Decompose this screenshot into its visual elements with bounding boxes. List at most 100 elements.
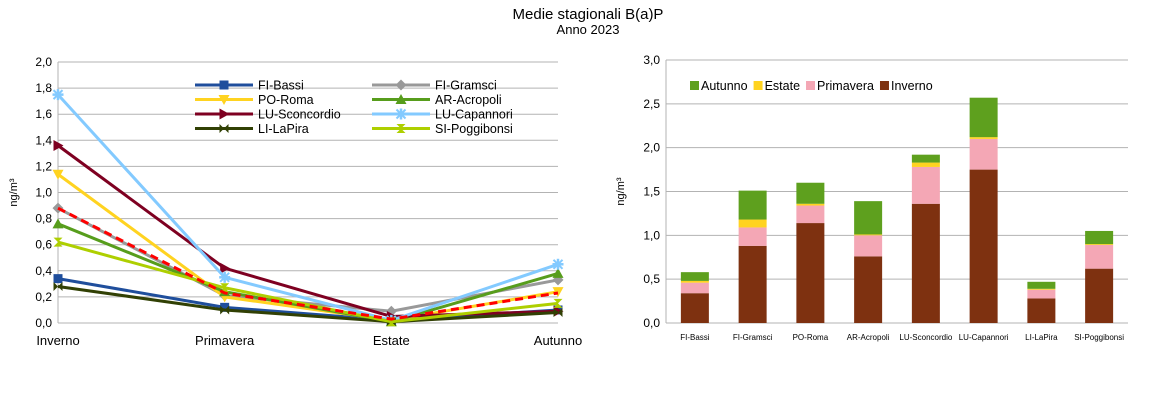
series-line-li-lapira — [57, 284, 559, 324]
ar-acropoli-point — [552, 267, 564, 278]
chart-title: Medie stagionali B(a)P — [512, 6, 664, 23]
x-tick-label-lu-capannori: LU-Capannori — [959, 333, 1009, 342]
legend-label-autunno: Autunno — [701, 79, 748, 93]
y-tick-label: 2,0 — [643, 141, 660, 155]
legend-marker-po-roma — [218, 95, 230, 105]
fi-bassi-point — [220, 302, 230, 312]
x-tick-label-autunno: Autunno — [534, 333, 582, 348]
legend-label-fi-bassi: FI-Bassi — [258, 79, 304, 93]
legend-label-primavera: Primavera — [817, 79, 874, 93]
bar-fi-bassi-inverno — [680, 293, 709, 323]
series-line-po-roma — [57, 173, 559, 322]
legend-label-lu-capannori: LU-Capannori — [435, 108, 513, 122]
bar-fi-bassi-autunno — [680, 272, 709, 281]
y-tick-label: 1,8 — [35, 81, 52, 95]
legend-marker-si-poggibonsi — [396, 124, 406, 133]
legend-swatch-inverno — [879, 81, 889, 90]
bar-li-lapira-primavera — [1027, 289, 1056, 299]
legend-marker-lu-capannori — [395, 108, 407, 120]
legend-label-inverno: Inverno — [891, 79, 933, 93]
legend-marker-fi-gramsci — [395, 79, 407, 91]
li-lapira-point — [220, 305, 230, 315]
stacked-bar-chart: 0,0 0,5 1,0 1,5 2,0 2,5 3,0 ng/m³ FI-Bassi FI-Gra… — [615, 53, 1128, 342]
x-tick-label-primavera: Primavera — [195, 333, 255, 348]
legend-label-li-lapira: LI-LaPira — [258, 122, 309, 136]
y-tick-label: 0,0 — [35, 316, 52, 330]
lu-capannori-point-d2 — [52, 89, 64, 100]
legend-marker-fi-bassi — [219, 80, 229, 90]
si-poggibonsi-point — [553, 298, 563, 308]
x-tick-label-ar-acropoli: AR-Acropoli — [847, 333, 890, 342]
bar-ar-acropoli-primavera — [854, 235, 883, 257]
y-tick-label: 1,5 — [643, 185, 660, 199]
bar-fi-gramsci-autunno — [738, 190, 767, 220]
si-poggibonsi-point — [220, 283, 230, 293]
y-tick-label: 0,2 — [35, 290, 52, 304]
legend-label-fi-gramsci: FI-Gramsci — [435, 79, 497, 93]
po-roma-point — [552, 287, 564, 298]
lu-capannori-point — [552, 258, 564, 270]
po-roma-point — [52, 169, 64, 180]
legend-marker-ar-acropoli — [395, 94, 407, 104]
lu-sconcordio-point — [53, 140, 64, 152]
bar-lu-sconcordio-primavera — [911, 166, 940, 204]
bar-li-lapira-estate — [1027, 288, 1056, 290]
line-chart: 0,0 0,2 0,4 0,6 0,8 1,0 1,2 1,4 1,6 1,8 2,0 ng/m³ In… — [8, 55, 582, 348]
y-tick-label: 0,4 — [35, 264, 52, 278]
y-tick-label: 0,0 — [643, 316, 660, 330]
x-tick-label-li-lapira: LI-LaPira — [1025, 333, 1058, 342]
bar-po-roma-estate — [796, 203, 825, 206]
bar-po-roma-inverno — [796, 223, 825, 323]
bar-po-roma-autunno — [796, 182, 825, 204]
legend-swatch-autunno — [690, 81, 699, 90]
bar-ar-acropoli-estate — [854, 234, 883, 236]
x-tick-label-fi-gramsci: FI-Gramsci — [733, 333, 773, 342]
y-tick-label: 1,4 — [35, 133, 52, 147]
fi-bassi-point — [53, 274, 63, 284]
bar-lu-sconcordio-autunno — [911, 154, 940, 163]
bar-si-poggibonsi-autunno — [1085, 230, 1114, 245]
bar-fi-bassi-estate — [680, 280, 709, 283]
bar-lu-capannori-estate — [969, 137, 998, 139]
bar-fi-gramsci-inverno — [738, 245, 767, 323]
bar-po-roma-primavera — [796, 205, 825, 224]
y-tick-label: 0,8 — [35, 212, 52, 226]
series-line-lu-capannori — [56, 93, 559, 322]
y-tick-label: 2,5 — [643, 97, 660, 111]
series-line-si-poggibonsi — [57, 240, 559, 324]
bar-li-lapira-inverno — [1027, 298, 1056, 323]
y-axis-label: ng/m³ — [615, 177, 627, 205]
lu-capannori-point — [52, 89, 64, 101]
bar-ar-acropoli-autunno — [854, 201, 883, 235]
legend-marker-li-lapira — [219, 124, 229, 133]
x-tick-label-lu-sconcordio: LU-Sconcordio — [899, 333, 952, 342]
ar-acropoli-point — [52, 218, 64, 229]
x-tick-label-fi-bassi: FI-Bassi — [680, 333, 710, 342]
y-tick-label: 1,0 — [35, 186, 52, 200]
legend-swatch-estate — [753, 81, 763, 90]
series-line-dashed — [57, 206, 559, 321]
bar-ar-acropoli-inverno — [854, 256, 883, 323]
legend-label-lu-sconcordio: LU-Sconcordio — [258, 108, 341, 122]
legend-swatch-primavera — [806, 81, 816, 90]
bar-lu-sconcordio-inverno — [911, 203, 940, 323]
legend-marker-lu-sconcordio — [219, 108, 230, 120]
legend-label-estate: Estate — [765, 79, 800, 93]
x-tick-label-estate: Estate — [373, 333, 410, 348]
bar-li-lapira-autunno — [1027, 281, 1056, 289]
y-tick-label: 0,5 — [643, 272, 660, 286]
bar-si-poggibonsi-primavera — [1085, 244, 1114, 269]
y-tick-label: 1,0 — [643, 228, 660, 242]
chart-subtitle: Anno 2023 — [556, 22, 620, 37]
bar-fi-gramsci-primavera — [738, 227, 767, 246]
legend-marker-lu-capannori-d2 — [395, 108, 407, 120]
lu-capannori-point — [219, 271, 231, 283]
legend-label-si-poggibonsi: SI-Poggibonsi — [435, 122, 513, 136]
bar-lu-capannori-inverno — [969, 169, 998, 323]
li-lapira-point — [53, 281, 63, 291]
y-tick-label: 3,0 — [643, 53, 660, 67]
bar-fi-gramsci-estate — [738, 219, 767, 228]
y-tick-label: 2,0 — [35, 55, 52, 69]
bar-lu-capannori-primavera — [969, 138, 998, 170]
series-line-ar-acropoli — [57, 222, 559, 324]
